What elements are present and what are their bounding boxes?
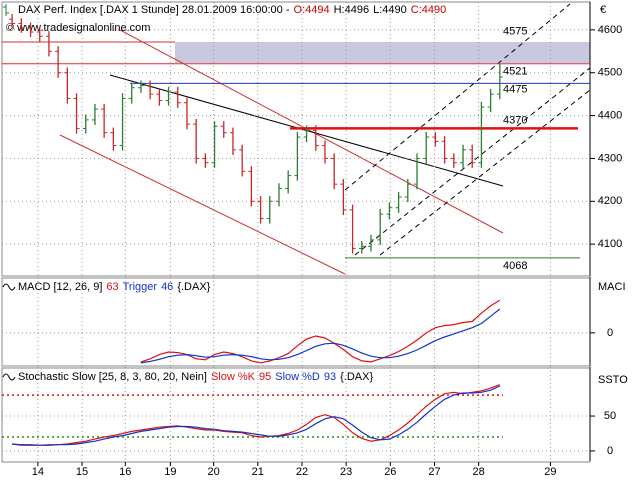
level-label: 4475 [503, 83, 527, 95]
x-tick-label: 26 [384, 466, 396, 478]
x-tick-label: 22 [296, 466, 308, 478]
y-tick-label: 0 [607, 327, 613, 339]
level-label: 4575 [503, 25, 527, 37]
panel-suffix: {.DAX} [340, 371, 373, 383]
series-line [12, 384, 501, 446]
watermark: © www.tradesignalonline.com [6, 22, 150, 34]
x-tick-label: 29 [544, 466, 556, 478]
x-tick-label: 19 [164, 466, 176, 478]
y-tick-label: 4400 [598, 109, 622, 121]
currency: € [600, 4, 606, 16]
legend-name: Trigger [123, 281, 158, 293]
legend-value: 63 [106, 281, 118, 293]
y-tick-label: 4600 [598, 24, 622, 36]
x-tick-label: 28 [473, 466, 485, 478]
x-tick-label: 23 [340, 466, 352, 478]
panel-suffix: {.DAX} [177, 281, 210, 293]
level-label: 4068 [503, 260, 527, 272]
y-tick-label: 4100 [598, 238, 622, 250]
resistance-band [175, 42, 590, 63]
icon [2, 283, 16, 291]
quote: L:4490 [373, 4, 407, 16]
trend-line [59, 134, 346, 275]
series-line [140, 299, 501, 364]
series-line [140, 308, 501, 364]
y-tick-label: 50 [604, 410, 616, 422]
legend-value: 46 [161, 281, 173, 293]
header: DAX Perf. Index [.DAX 1 Stunde] 28.01.20… [18, 4, 446, 16]
panel-header: MACD [12, 26, 9] 63 Trigger 46 {.DAX} [18, 281, 211, 293]
x-tick-label: 16 [119, 466, 131, 478]
channel-line [344, 3, 571, 191]
x-tick-label: 21 [252, 466, 264, 478]
series-line [12, 385, 501, 446]
y-tick-label: 4200 [598, 195, 622, 207]
chart-title: DAX Perf. Index [.DAX 1 Stunde] 28.01.20… [18, 4, 290, 16]
x-tick-label: 14 [32, 466, 44, 478]
y-tick-label: 4500 [598, 67, 622, 79]
legend-name: Slow %K [211, 371, 256, 383]
legend-value: 95 [259, 371, 271, 383]
icon [3, 4, 9, 16]
legend-value: 93 [324, 371, 336, 383]
quote: H:4496 [334, 4, 369, 16]
x-tick-label: 20 [208, 466, 220, 478]
icon [2, 373, 16, 381]
level-label: 4370 [503, 114, 527, 126]
level-label: 4521 [503, 66, 527, 78]
x-tick-label: 15 [76, 466, 88, 478]
legend-name: Slow %D [275, 371, 320, 383]
axis-label: SSTO [598, 374, 628, 386]
quote: C:4490 [411, 4, 446, 16]
panel-title: MACD [12, 26, 9] [18, 281, 102, 293]
quote: O:4494 [294, 4, 330, 16]
panel-title: Stochastic Slow [25, 8, 3, 80, 20, Nein] [18, 371, 207, 383]
x-tick-label: 27 [428, 466, 440, 478]
y-tick-label: 0 [607, 445, 613, 457]
panel-header: Stochastic Slow [25, 8, 3, 80, 20, Nein]… [18, 371, 373, 383]
axis-label: MACI [598, 281, 626, 293]
y-tick-label: 4300 [598, 152, 622, 164]
